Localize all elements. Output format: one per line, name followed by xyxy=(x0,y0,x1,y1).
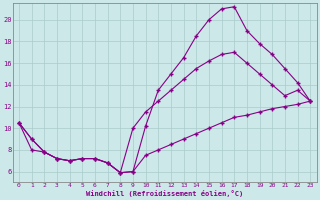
X-axis label: Windchill (Refroidissement éolien,°C): Windchill (Refroidissement éolien,°C) xyxy=(86,190,243,197)
